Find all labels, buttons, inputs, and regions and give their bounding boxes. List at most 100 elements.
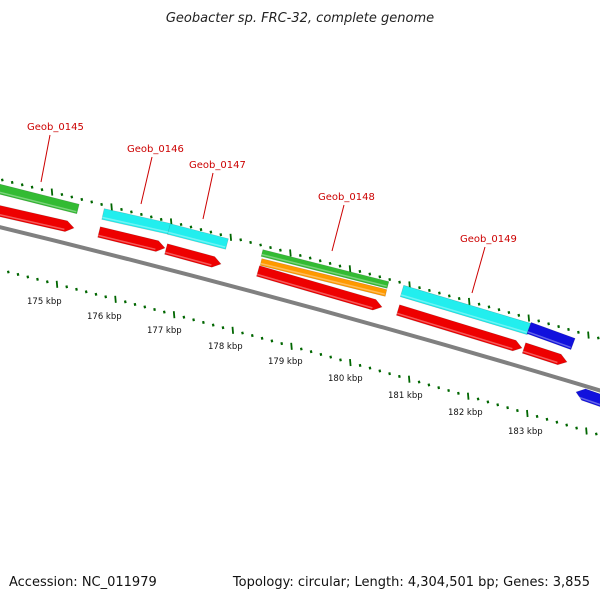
- outer-minor-tick: [596, 336, 600, 340]
- outer-minor-tick: [298, 253, 302, 258]
- geob-0145-cds[interactable]: [0, 205, 75, 232]
- geob-0147-feature[interactable]: [167, 223, 229, 250]
- geob-0146-feature-highlight: [102, 216, 169, 233]
- outer-minor-tick: [428, 288, 431, 292]
- scale-label-177: 177 kbp: [147, 326, 182, 336]
- outer-major-tick: [110, 203, 113, 211]
- inner-minor-tick: [241, 331, 244, 335]
- label-leader-lines: [40, 134, 486, 294]
- inner-minor-tick: [378, 369, 382, 373]
- leader-line-geob-0149: [471, 246, 486, 294]
- outer-minor-tick: [249, 240, 252, 244]
- outer-minor-tick: [40, 188, 44, 192]
- geob-0147-cds[interactable]: [164, 243, 222, 268]
- inner-minor-tick: [309, 350, 313, 354]
- inner-minor-tick: [26, 275, 30, 279]
- outer-minor-tick: [487, 305, 491, 309]
- scale-label-176: 176 kbp: [87, 312, 122, 322]
- outer-minor-tick: [269, 246, 272, 250]
- inner-major-tick: [231, 326, 234, 334]
- outer-minor-tick: [279, 248, 282, 252]
- inner-minor-tick: [94, 292, 98, 296]
- outer-minor-tick: [130, 210, 133, 214]
- outer-minor-tick: [209, 230, 213, 234]
- outer-minor-tick: [308, 256, 312, 260]
- inner-minor-tick: [16, 272, 20, 276]
- inner-minor-tick: [398, 374, 401, 378]
- geob-0150-cds-highlight: [522, 350, 558, 364]
- geob-0149-cds[interactable]: [396, 304, 523, 352]
- scale-label-179: 179 kbp: [268, 357, 303, 367]
- geob-0146-cds-highlight: [98, 234, 156, 251]
- outer-minor-tick: [318, 259, 322, 263]
- outer-minor-tick: [378, 275, 382, 279]
- inner-minor-tick: [192, 318, 195, 322]
- outer-minor-tick: [259, 243, 262, 247]
- inner-minor-tick: [211, 323, 215, 327]
- gene-label-geob-0148[interactable]: Geob_0148: [318, 192, 375, 203]
- outer-minor-tick: [547, 322, 550, 326]
- outer-minor-tick: [368, 272, 372, 276]
- geob-0149-feature[interactable]: [399, 284, 532, 336]
- outer-scale-ticks: [0, 178, 600, 340]
- geob-0148-cds[interactable]: [256, 265, 383, 311]
- geob-0148-orange-feature-highlight: [260, 262, 385, 295]
- geob-0146-feature[interactable]: [101, 208, 172, 235]
- outer-minor-tick: [0, 178, 4, 182]
- geob-0148-orange-feature[interactable]: [259, 258, 388, 297]
- leader-line-geob-0148: [331, 204, 345, 252]
- inner-minor-tick: [506, 406, 509, 410]
- outer-minor-tick: [80, 197, 84, 201]
- geob-0148-green-feature[interactable]: [260, 249, 390, 289]
- map-title: Geobacter sp. FRC-32, complete genome: [166, 11, 434, 26]
- inner-minor-tick: [368, 366, 372, 370]
- inner-minor-tick: [299, 347, 303, 351]
- outer-minor-tick: [239, 238, 243, 242]
- inner-minor-tick: [329, 355, 333, 359]
- outer-minor-tick: [140, 212, 143, 216]
- scale-label-180: 180 kbp: [328, 374, 363, 384]
- inner-major-tick: [114, 295, 117, 303]
- inner-minor-tick: [339, 358, 342, 362]
- geob-0151-blue-feature-highlight: [574, 395, 600, 406]
- inner-minor-tick: [388, 372, 391, 376]
- inner-minor-tick: [457, 391, 460, 395]
- gene-label-geob-0146[interactable]: Geob_0146: [127, 144, 184, 155]
- inner-minor-tick: [123, 300, 127, 304]
- inner-minor-tick: [437, 386, 441, 390]
- outer-minor-tick: [60, 192, 64, 197]
- outer-minor-tick: [20, 183, 24, 187]
- scale-label-175: 175 kbp: [27, 297, 62, 307]
- scale-label-178: 178 kbp: [208, 342, 243, 352]
- inner-major-tick: [526, 409, 529, 418]
- geob-0151-blue-feature[interactable]: [575, 388, 600, 408]
- outer-major-tick: [50, 188, 54, 196]
- outer-minor-tick: [398, 280, 401, 284]
- geob-0145-misc-feature[interactable]: [0, 183, 80, 215]
- outer-minor-tick: [388, 277, 392, 282]
- geob-0150-cds[interactable]: [521, 342, 568, 366]
- inner-minor-tick: [270, 339, 274, 343]
- outer-minor-tick: [517, 313, 521, 317]
- geob-0146-cds[interactable]: [97, 226, 166, 252]
- inner-minor-tick: [447, 388, 450, 393]
- geob-0147-feature-highlight: [167, 231, 226, 248]
- gene-label-geob-0149[interactable]: Geob_0149: [460, 234, 517, 245]
- geob-0145-misc-feature-highlight: [0, 191, 77, 213]
- inner-major-tick: [290, 342, 293, 350]
- outer-minor-tick: [189, 225, 193, 229]
- inner-minor-tick: [133, 302, 137, 306]
- inner-minor-tick: [427, 383, 431, 387]
- inner-major-tick: [467, 392, 470, 400]
- gene-label-geob-0147[interactable]: Geob_0147: [189, 160, 246, 171]
- outer-minor-tick: [149, 215, 153, 219]
- inner-minor-tick: [280, 342, 284, 346]
- geob-0150-blue-feature[interactable]: [526, 322, 576, 350]
- inner-minor-tick: [555, 420, 559, 424]
- inner-minor-tick: [417, 380, 421, 384]
- leader-line-geob-0145: [40, 134, 51, 183]
- inner-minor-tick: [65, 285, 69, 289]
- gene-label-geob-0145[interactable]: Geob_0145: [27, 122, 84, 133]
- outer-minor-tick: [438, 291, 441, 295]
- inner-minor-tick: [45, 280, 49, 284]
